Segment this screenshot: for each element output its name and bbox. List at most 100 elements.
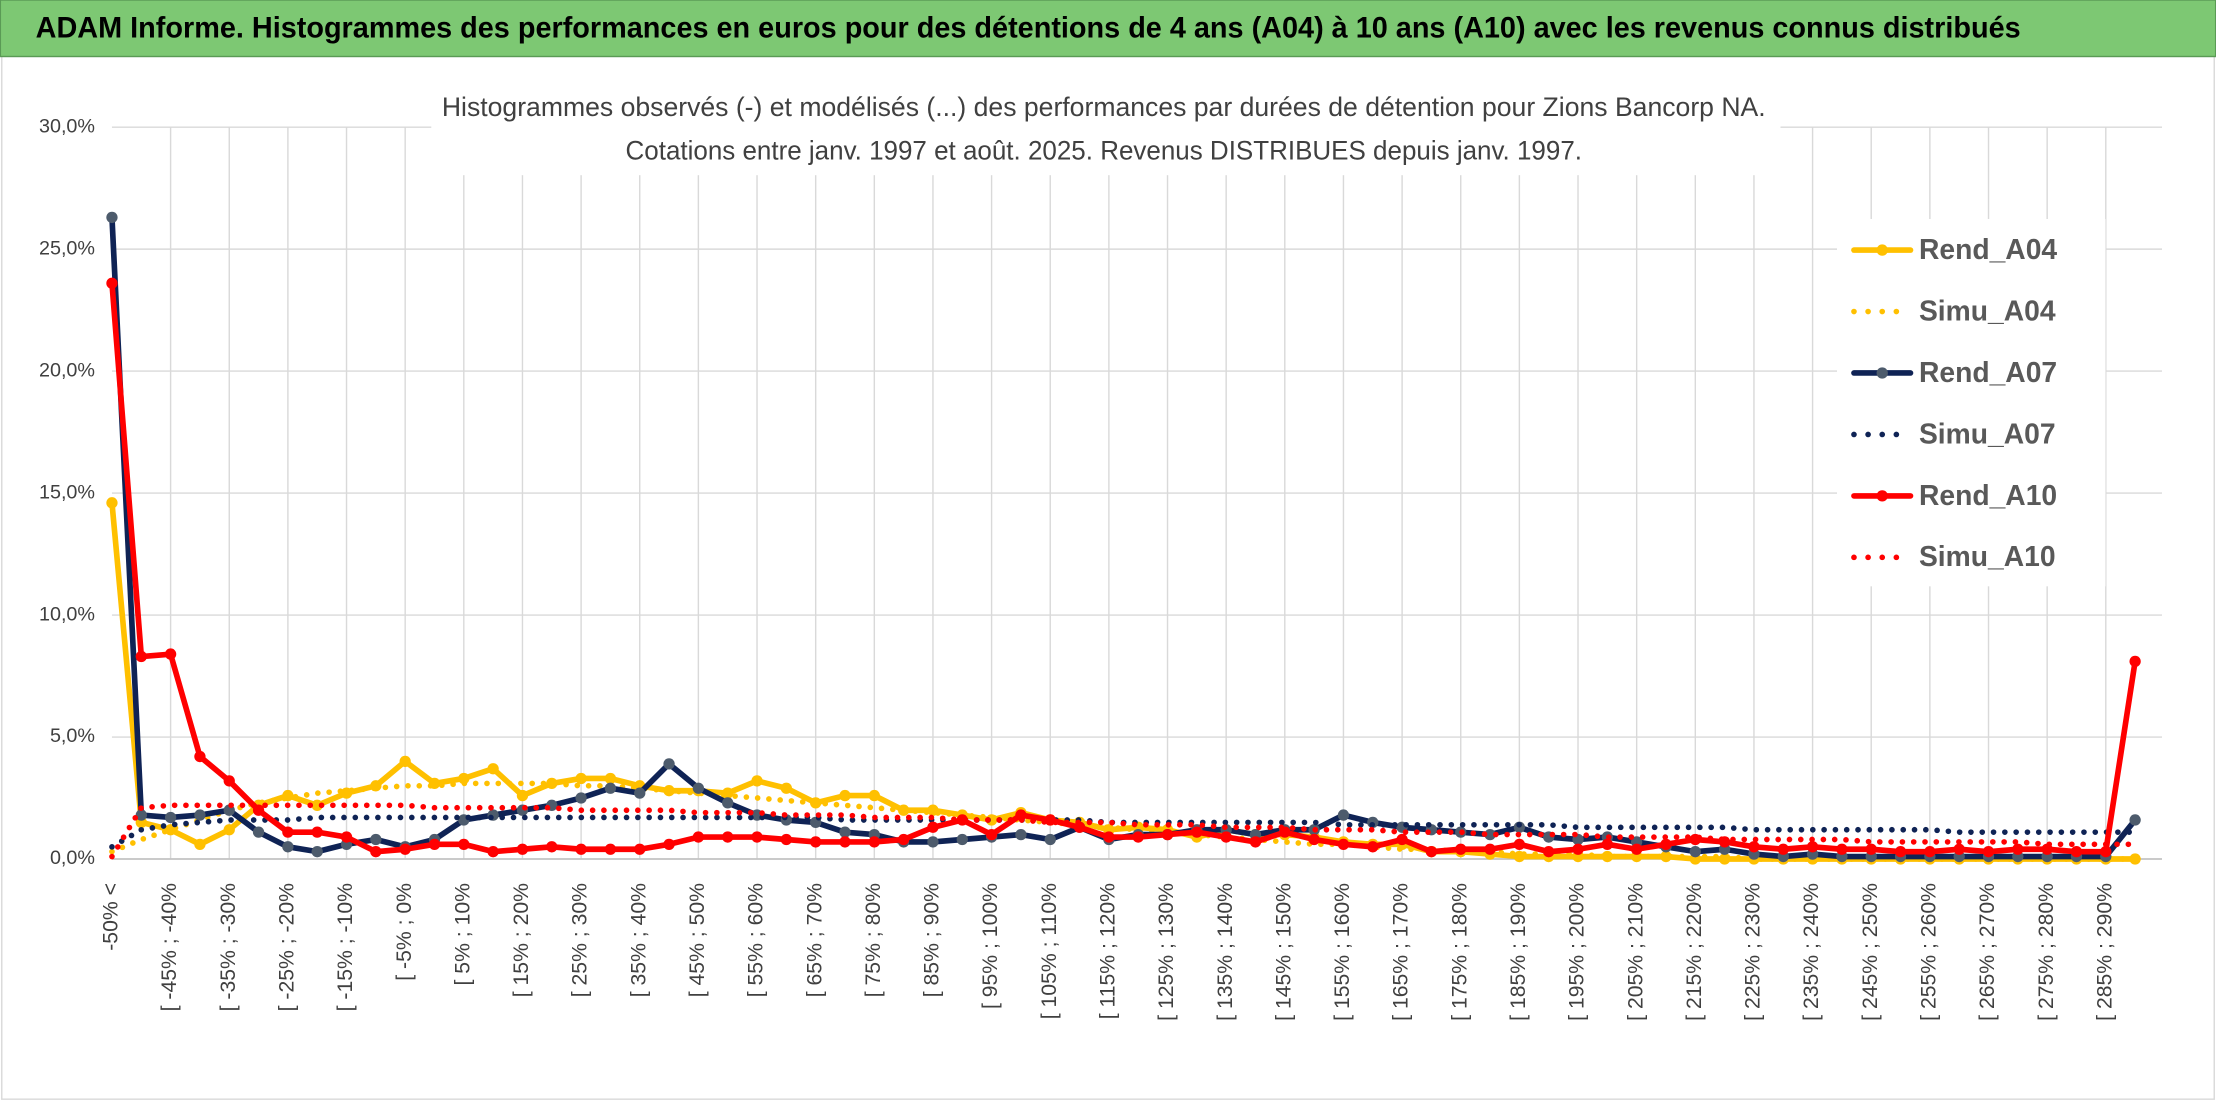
y-tick-label: 25,0% [39, 237, 95, 259]
y-tick-label: 30,0% [39, 115, 95, 137]
point [839, 789, 851, 802]
legend-marker [1876, 490, 1888, 502]
point [2070, 846, 2083, 858]
point [399, 843, 411, 855]
x-tick-label: [ -5% ; 0% [393, 883, 416, 981]
point [311, 826, 323, 838]
point [1337, 838, 1350, 851]
point [399, 755, 411, 768]
point [1543, 846, 1555, 858]
dotted-line [109, 802, 2138, 860]
point [663, 758, 675, 770]
point [370, 833, 382, 846]
point [780, 782, 792, 794]
x-tick-label: [ 245% ; 250% [1859, 883, 1882, 1021]
point [839, 826, 851, 838]
point [1455, 843, 1467, 855]
point [1220, 831, 1232, 843]
title-box [431, 87, 1781, 176]
legend-marker [1876, 367, 1888, 379]
x-tick-label: [ 95% ; 100% [979, 883, 1002, 1009]
point [575, 843, 587, 855]
point [458, 838, 470, 851]
line [109, 280, 2138, 855]
point [751, 831, 763, 843]
point [1806, 841, 1819, 853]
x-tick-label: [ 275% ; 280% [2035, 883, 2058, 1021]
x-tick-label: [ 125% ; 130% [1155, 883, 1178, 1021]
x-tick-label: [ -35% ; -30% [217, 883, 240, 1012]
point [1425, 846, 1438, 858]
header-title: ADAM Informe. Histogrammes des performan… [36, 11, 2021, 44]
point [604, 843, 617, 855]
x-tick-label: [ 5% ; 10% [451, 883, 474, 986]
x-tick-label: [ 75% ; 80% [862, 883, 885, 997]
point [1367, 841, 1379, 853]
point [194, 809, 206, 821]
y-tick-label: 0,0% [50, 847, 95, 869]
point [252, 804, 265, 816]
y-tick-label: 10,0% [39, 603, 95, 625]
x-tick-label: [ 85% ; 90% [921, 883, 944, 997]
point [810, 836, 822, 848]
header-bar [0, 0, 2216, 58]
point [575, 792, 587, 804]
point [604, 782, 617, 794]
point [1015, 809, 1027, 821]
point [1191, 826, 1203, 838]
point [1103, 831, 1115, 843]
line [109, 499, 2138, 862]
point [1953, 843, 1965, 855]
point [164, 811, 177, 824]
point [956, 833, 968, 846]
x-tick-label: [ 205% ; 210% [1624, 883, 1647, 1021]
point [370, 846, 382, 858]
x-tick-label: [ 225% ; 230% [1742, 883, 1765, 1021]
point [1015, 828, 1027, 841]
point [106, 211, 118, 224]
point [2129, 814, 2141, 826]
point [985, 828, 998, 841]
x-tick-label: [ 215% ; 220% [1683, 883, 1706, 1021]
x-tick-label: [ 265% ; 270% [1976, 883, 1999, 1021]
point [1660, 838, 1672, 851]
legend-marker [1876, 244, 1888, 256]
point [927, 836, 939, 848]
point [2100, 846, 2112, 858]
point [1308, 833, 1320, 846]
x-tick-label: [ 105% ; 110% [1038, 883, 1061, 1019]
point [106, 497, 118, 509]
point [1982, 846, 1995, 858]
point [2129, 655, 2141, 668]
legend-box [1837, 218, 2106, 587]
point [927, 821, 939, 833]
y-tick-label: 5,0% [50, 725, 95, 747]
x-tick-label: [ 65% ; 70% [803, 883, 826, 997]
point [692, 831, 705, 843]
point [780, 833, 792, 846]
point [1572, 843, 1584, 855]
x-tick-label: [ 175% ; 180% [1448, 883, 1471, 1021]
point [1132, 831, 1144, 843]
y-tick-label: 15,0% [39, 481, 95, 503]
x-tick-label: [ 195% ; 200% [1566, 883, 1589, 1021]
point [282, 841, 294, 853]
x-tick-label: [ 145% ; 150% [1272, 883, 1295, 1021]
point [897, 833, 910, 846]
point [1484, 828, 1496, 841]
legend-label: Simu_A10 [1919, 540, 2056, 572]
point [751, 775, 763, 787]
x-tick-label: [ 285% ; 290% [2093, 883, 2116, 1021]
legend-label: Rend_A07 [1919, 356, 2057, 388]
x-tick-label: [ 25% ; 30% [569, 883, 592, 997]
point [135, 809, 147, 821]
point [663, 838, 675, 851]
point [340, 831, 353, 843]
point [1337, 809, 1350, 821]
point [487, 763, 499, 775]
legend-label: Rend_A10 [1919, 479, 2057, 511]
point [1249, 836, 1262, 848]
point [1836, 843, 1848, 855]
point [868, 789, 880, 802]
point [1894, 846, 1907, 858]
